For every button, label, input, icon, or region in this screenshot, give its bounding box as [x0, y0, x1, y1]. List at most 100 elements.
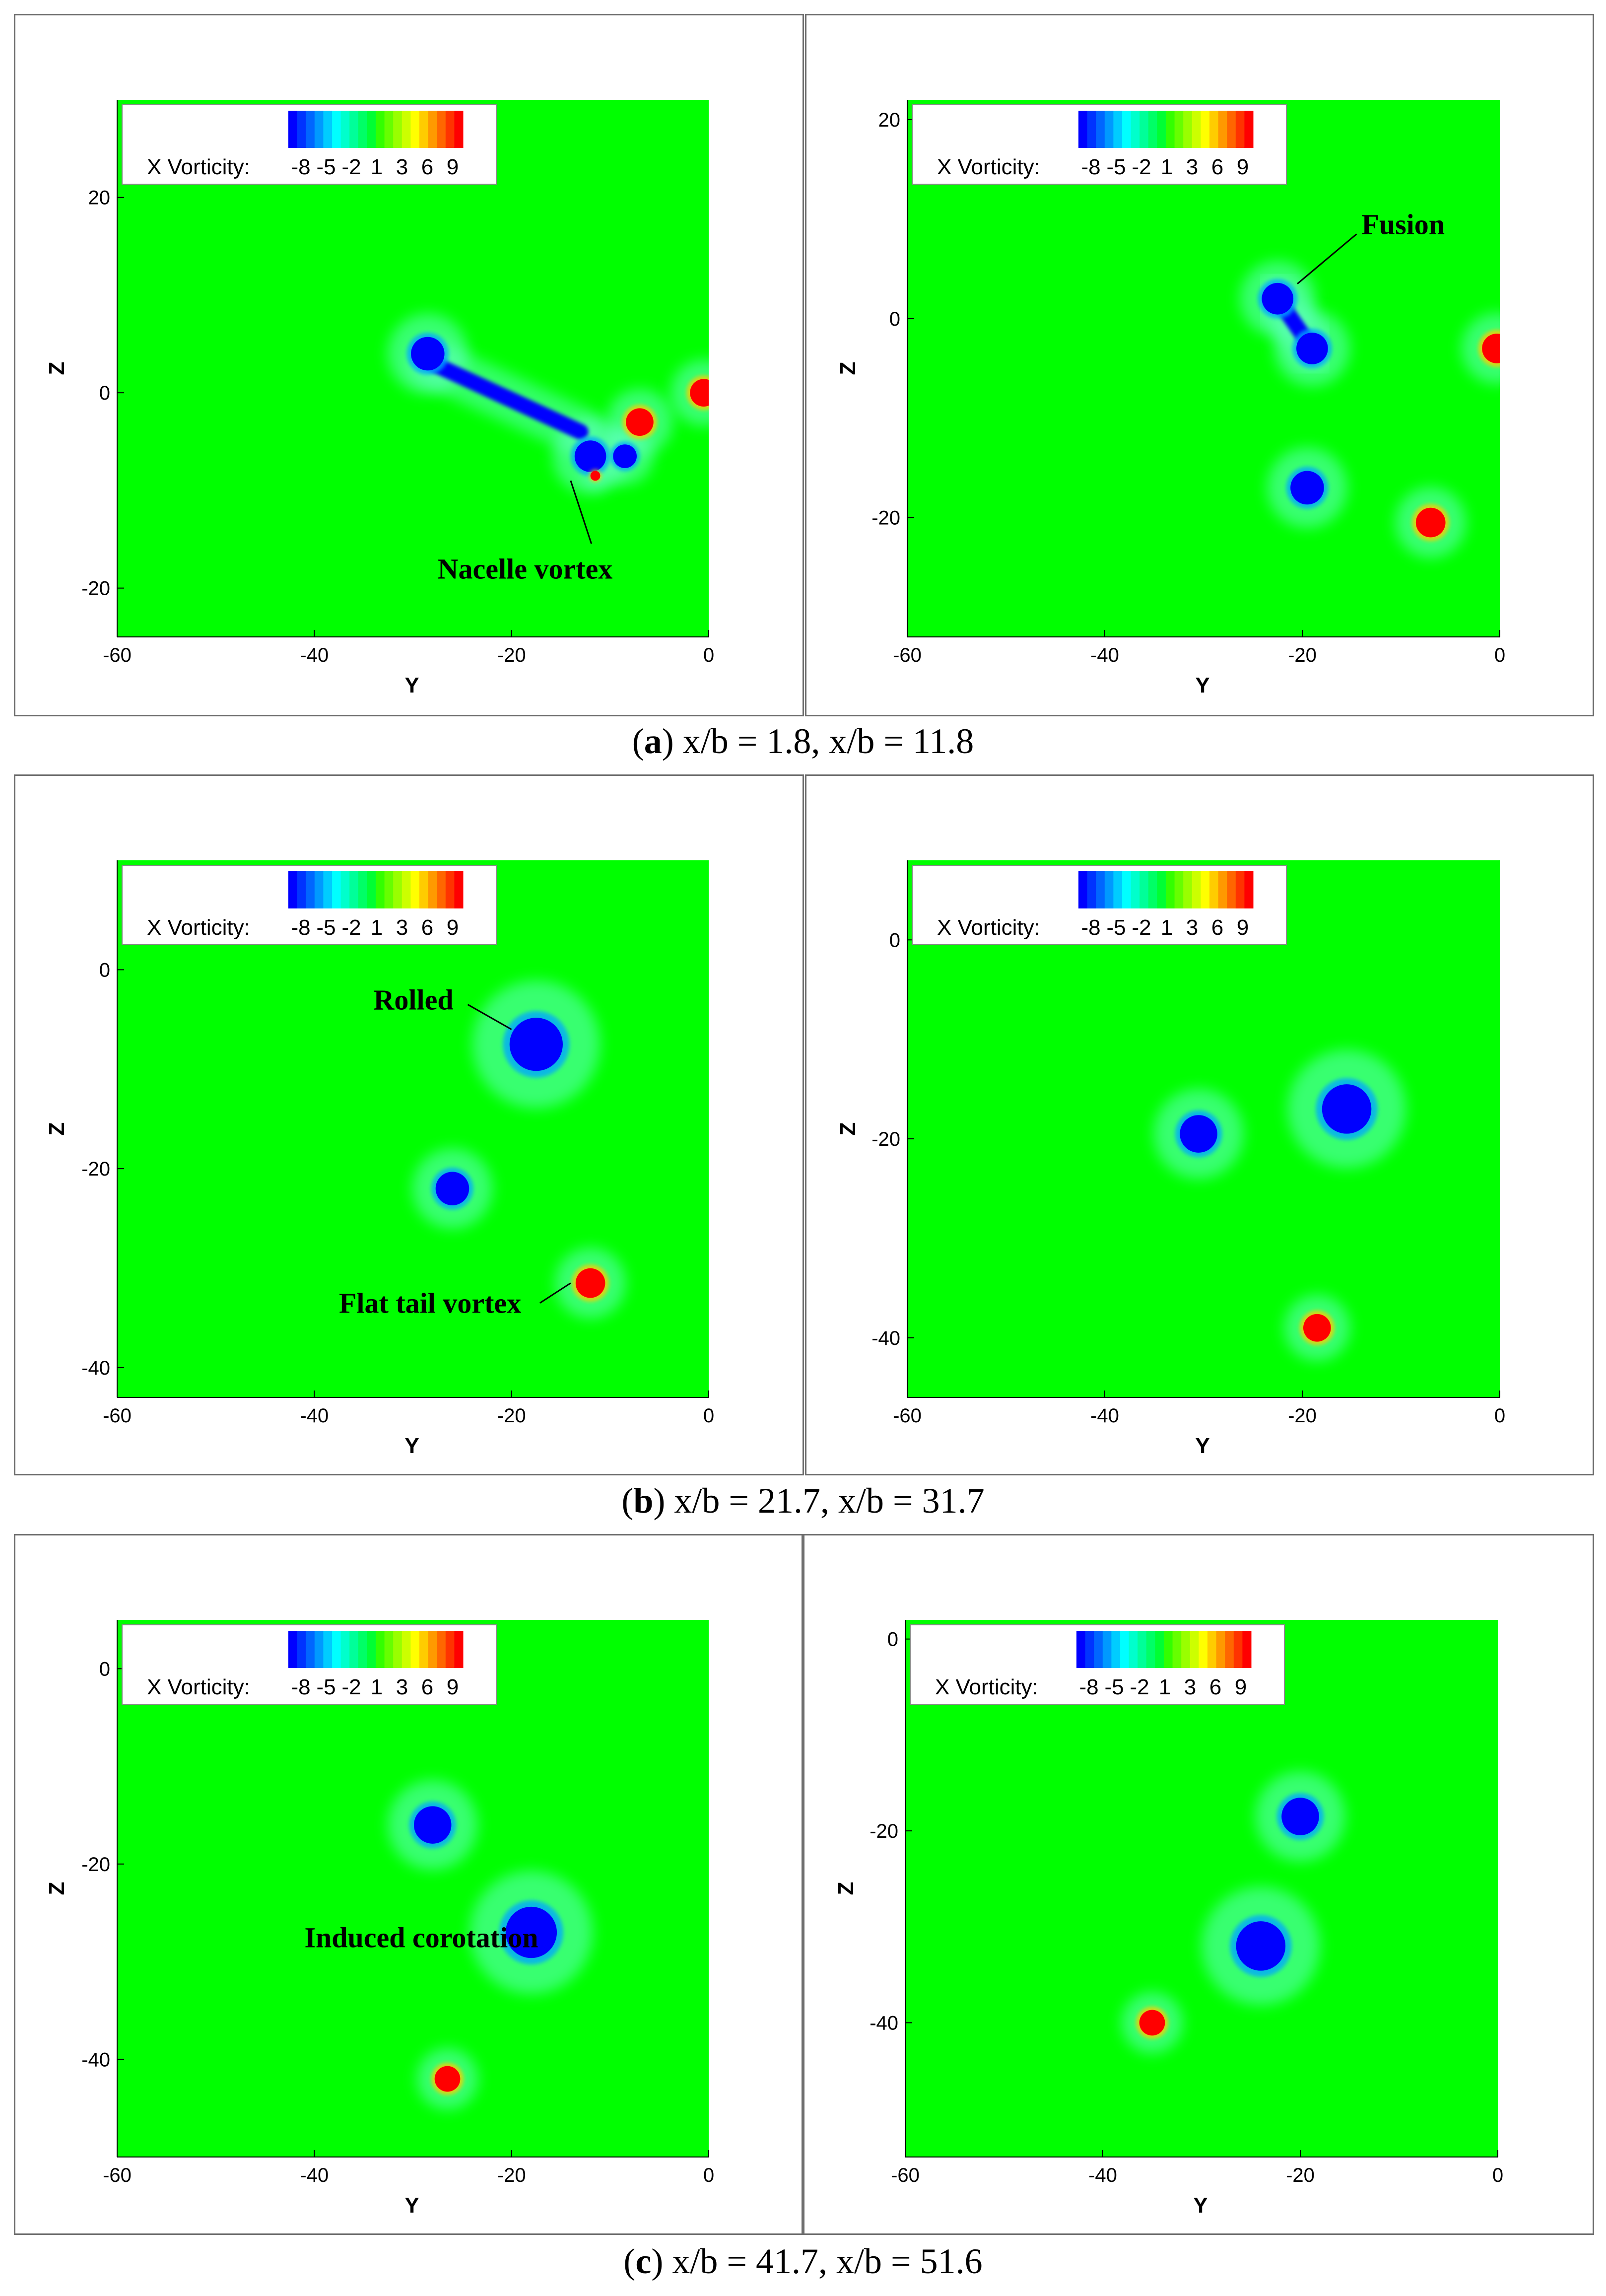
vorticity-field: [117, 1620, 709, 2157]
legend-tick-label: 9: [447, 915, 459, 940]
x-tick-label: 0: [1494, 1405, 1505, 1427]
y-tick-label: 0: [889, 308, 900, 330]
colorbar-swatch: [314, 871, 324, 908]
colorbar-swatch: [393, 111, 402, 148]
legend-label: X Vorticity:: [147, 1675, 250, 1699]
colorbar-swatch: [306, 111, 315, 148]
colorbar-swatch: [1192, 871, 1201, 908]
colorbar-swatch: [1157, 871, 1166, 908]
colorbar-swatch: [1094, 1631, 1103, 1668]
colorbar-swatch: [1192, 111, 1201, 148]
vortex-layer: [388, 1780, 593, 2110]
legend-tick-label: 3: [1184, 1675, 1196, 1699]
legend-tick-label: -5: [316, 155, 335, 179]
colorbar-swatch: [376, 871, 385, 908]
vorticity-field: [905, 1620, 1498, 2157]
colorbar-swatch: [1207, 1631, 1217, 1668]
colorbar-swatch: [1111, 1631, 1121, 1668]
colorbar-legend: X Vorticity: -8 -5 -2 1 3 6 9: [912, 865, 1287, 945]
colorbar-swatch: [1218, 871, 1227, 908]
x-tick-label: 0: [703, 644, 714, 666]
legend-tick-label: -8: [1081, 915, 1100, 940]
colorbar-swatch: [410, 871, 420, 908]
colorbar-swatch: [1076, 1631, 1086, 1668]
colorbar-swatch: [314, 111, 324, 148]
legend-tick-label: 9: [1237, 155, 1249, 179]
colorbar-swatch: [1242, 1631, 1252, 1668]
colorbar-swatch: [1183, 111, 1193, 148]
colorbar-swatch: [445, 111, 455, 148]
x-tick-label: -40: [300, 1405, 329, 1427]
colorbar-swatch: [349, 111, 359, 148]
legend-tick-label: 9: [447, 1675, 459, 1699]
legend-label: X Vorticity:: [937, 915, 1040, 940]
colorbar-swatch: [367, 1631, 376, 1668]
chart-svg: -60 -40 -20 0 -40 -20 0 Y Z X Vorticity: -8 -5 -2 1 3 6…: [45, 860, 714, 1458]
positive-vortex-core: [575, 1268, 605, 1298]
colorbar-swatch: [402, 871, 411, 908]
y-tick-label: -40: [81, 1357, 110, 1379]
colorbar-swatch: [297, 1631, 306, 1668]
annotation-leader-line: [539, 1282, 571, 1304]
negative-vortex-core: [613, 444, 637, 468]
legend-tick-label: -8: [291, 1675, 310, 1699]
colorbar-swatch: [1174, 111, 1184, 148]
negative-vortex-core: [1262, 282, 1294, 315]
colorbar-swatch: [419, 871, 429, 908]
negative-vortex-core: [1281, 1798, 1319, 1835]
colorbar-swatch: [1190, 1631, 1199, 1668]
colorbar-swatch: [1120, 1631, 1130, 1668]
colorbar-swatch: [332, 111, 341, 148]
legend-tick-label: 9: [1235, 1675, 1247, 1699]
legend-tick-label: 6: [421, 915, 433, 940]
colorbar-swatch: [393, 871, 402, 908]
x-axis-label: Y: [404, 673, 419, 697]
negative-vortex-core: [509, 1018, 563, 1071]
legend-tick-label: -5: [1106, 915, 1126, 940]
chart-panel-b-left: -60 -40 -20 0 -40 -20 0 Y Z X Vorticity: -8 -5 -2 1 3 6…: [14, 774, 804, 1475]
colorbar-swatch: [1138, 1631, 1147, 1668]
legend-tick-label: 3: [396, 155, 408, 179]
colorbar-swatch: [323, 871, 333, 908]
caption-text: x/b = 21.7, x/b = 31.7: [665, 1481, 985, 1521]
colorbar-swatch: [1078, 871, 1088, 908]
colorbar-swatch: [376, 1631, 385, 1668]
x-axis-label: Y: [1195, 1434, 1209, 1458]
negative-vortex-core: [505, 1906, 557, 1958]
annotation-leader-line: [467, 1004, 512, 1030]
caption-c: (c) x/b = 41.7, x/b = 51.6: [623, 2241, 983, 2281]
y-tick-label: -20: [870, 1820, 898, 1842]
colorbar-swatch: [323, 1631, 333, 1668]
chart-svg: -60 -40 -20 0 -40 -20 0 Y Z X Vorticity: -8 -5 -2 1 3 6…: [45, 1620, 714, 2218]
legend-tick-label: -5: [1106, 155, 1126, 179]
colorbar-swatch: [1216, 1631, 1225, 1668]
legend-tick-label: 3: [396, 1675, 408, 1699]
colorbar-swatch: [1164, 1631, 1173, 1668]
positive-vortex-core: [1482, 334, 1500, 363]
colorbar-swatch: [340, 1631, 350, 1668]
negative-vortex-core: [411, 337, 445, 371]
annotation-label: Induced corotation: [304, 1921, 538, 1953]
colorbar-swatch: [1174, 871, 1184, 908]
x-tick-label: -20: [497, 2164, 526, 2186]
colorbar-swatch: [297, 111, 306, 148]
colorbar-swatch: [332, 871, 341, 908]
x-tick-label: -60: [893, 644, 922, 666]
annotation-leader-line: [570, 480, 593, 544]
colorbar-swatch: [1172, 1631, 1182, 1668]
colorbar-swatch: [1218, 111, 1227, 148]
y-tick-label: -40: [870, 2013, 898, 2034]
chart-svg: -60 -40 -20 0 -20 0 20 Y Z X Vorticity: -8 -5 -2 1 3 6 9…: [836, 100, 1505, 697]
legend-tick-label: 1: [371, 915, 383, 940]
colorbar-swatch: [384, 111, 394, 148]
colorbar-swatch: [428, 111, 437, 148]
colorbar-swatch: [1166, 871, 1175, 908]
legend-tick-label: 1: [1159, 1675, 1171, 1699]
y-axis-label: Z: [45, 362, 69, 375]
x-tick-label: 0: [1492, 2164, 1503, 2186]
y-axis-label: Z: [45, 1122, 69, 1136]
colorbar-swatch: [1078, 111, 1088, 148]
x-axis-label: Y: [1195, 673, 1209, 697]
colorbar-legend: X Vorticity: -8 -5 -2 1 3 6 9: [122, 865, 497, 945]
colorbar-swatch: [1166, 111, 1175, 148]
